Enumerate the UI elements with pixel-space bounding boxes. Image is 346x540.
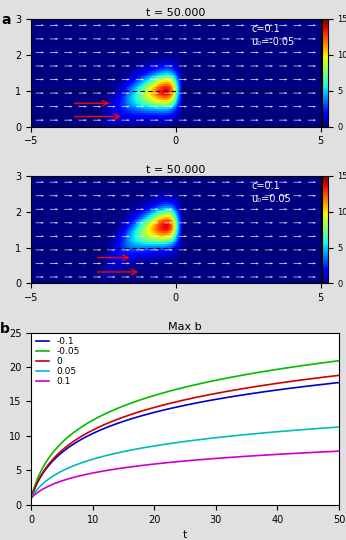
-0.05 [330,359,334,365]
-0.05 [196,381,200,387]
-0.05 [212,377,217,384]
-0.1 [177,403,181,410]
0.05 [281,428,285,435]
-0.05 [281,365,285,372]
0.1 [281,451,285,457]
0 [337,372,341,379]
-0.05 [175,386,180,393]
Legend: -0.1, -0.05, 0, 0.05, 0.1: -0.1, -0.05, 0, 0.05, 0.1 [34,335,82,388]
-0.1 [281,386,285,393]
Text: b: b [0,322,10,336]
Title: t = 50.000: t = 50.000 [146,165,206,175]
Title: Max b: Max b [168,322,202,332]
Text: a: a [2,14,11,28]
0.05 [175,439,180,446]
0.05 [337,424,341,430]
0.1 [196,457,200,463]
Line: 0.05: 0.05 [31,427,339,498]
Title: t = 50.000: t = 50.000 [146,8,206,18]
0.1 [29,495,33,501]
0.1 [337,448,341,454]
0.1 [175,458,180,465]
-0.1 [337,379,341,386]
-0.1 [175,404,180,410]
-0.1 [330,380,334,387]
0.05 [196,436,200,443]
-0.1 [212,396,217,403]
Line: 0: 0 [31,375,339,498]
0.05 [29,495,33,501]
0.1 [177,458,181,465]
Text: c=0.1
u₀=-0.05: c=0.1 u₀=-0.05 [251,24,294,46]
-0.05 [337,357,341,364]
0.05 [212,435,217,441]
Line: 0.1: 0.1 [31,451,339,498]
-0.05 [177,386,181,392]
Line: -0.1: -0.1 [31,382,339,498]
0 [175,399,180,405]
Text: c=0.1
u₀=0.05: c=0.1 u₀=0.05 [251,181,291,204]
0 [177,398,181,404]
0.1 [330,448,334,455]
0 [29,495,33,501]
0.05 [330,424,334,431]
0 [330,373,334,380]
-0.1 [29,495,33,501]
0 [281,379,285,386]
0.1 [212,455,217,462]
-0.1 [196,400,200,406]
0.05 [177,439,181,446]
X-axis label: t: t [183,530,187,540]
0 [212,390,217,397]
-0.05 [29,495,33,501]
0 [196,394,200,400]
Line: -0.05: -0.05 [31,361,339,498]
